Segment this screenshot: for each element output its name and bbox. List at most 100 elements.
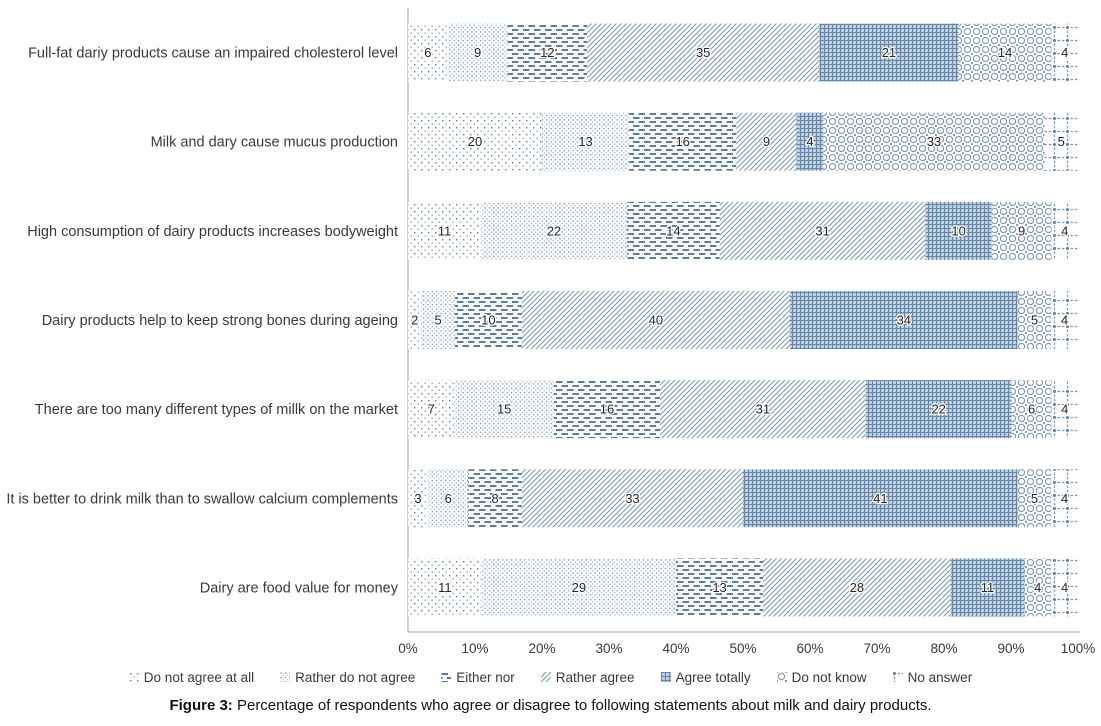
bar-value-label: 41	[873, 491, 887, 506]
x-axis-tick-label: 10%	[461, 641, 488, 656]
bar-segment	[1051, 201, 1078, 260]
legend-swatch-dashed-grid-icon	[892, 672, 903, 682]
bar-value-label: 4	[806, 134, 813, 149]
bar-segment	[676, 558, 764, 617]
legend-label: Agree totally	[675, 669, 751, 685]
figure-caption: Figure 3: Percentage of respondents who …	[0, 697, 1101, 714]
bar-value-label: 14	[998, 45, 1012, 60]
legend-swatch-sparse-dots-icon	[128, 672, 139, 682]
bar-value-label: 35	[696, 45, 710, 60]
bar-segment	[408, 291, 422, 349]
bar-value-label: 8	[491, 491, 498, 506]
x-axis-tick-label: 80%	[930, 641, 957, 656]
bar-segment	[480, 201, 627, 260]
bar-segment	[542, 112, 630, 171]
bar-segment	[553, 380, 661, 439]
bar-segment	[421, 291, 455, 349]
bar-value-label: 9	[1018, 223, 1025, 238]
bar-segment	[481, 558, 676, 617]
bar-value-label: 10	[481, 313, 495, 328]
caption-text: Percentage of respondents who agree or d…	[236, 697, 932, 714]
bar-segment	[1024, 558, 1052, 617]
bar-value-label: 4	[1061, 223, 1068, 238]
legend-swatch-fill	[280, 672, 291, 682]
x-axis-tick-label: 40%	[662, 641, 689, 656]
bar-segment	[950, 558, 1025, 617]
bar-segment	[763, 558, 951, 617]
bar-segment	[1051, 469, 1078, 528]
bar-segment	[626, 201, 720, 260]
bar-value-label: 5	[1031, 491, 1038, 506]
bar-value-label: 21	[882, 45, 896, 60]
bar-segment	[521, 291, 790, 349]
bar-value-label: 34	[897, 313, 911, 328]
legend-label: Rather agree	[555, 669, 635, 685]
legend-item: No answer	[892, 669, 973, 685]
bar-segment	[743, 469, 1018, 528]
category-label: There are too many different types of mi…	[35, 402, 398, 418]
bar-value-label: 16	[675, 134, 689, 149]
bar-segment	[468, 469, 522, 528]
bar-value-label: 12	[540, 45, 554, 60]
bar-segment	[789, 291, 1018, 349]
category-label: Milk and dary cause mucus production	[151, 135, 398, 151]
bar-segment	[796, 112, 824, 171]
bar-value-label: 4	[1061, 45, 1068, 60]
caption-label: Figure 3:	[169, 697, 233, 714]
bar-segment	[819, 23, 959, 82]
x-axis-tick-label: 100%	[1061, 641, 1096, 656]
x-axis-tick-label: 0%	[398, 641, 418, 656]
x-axis-tick-label: 60%	[796, 641, 823, 656]
bar-segment	[1044, 112, 1078, 171]
bar-segment	[408, 23, 448, 82]
bar-segment	[958, 23, 1052, 82]
bar-segment	[1017, 469, 1052, 528]
bar-value-label: 29	[572, 580, 586, 595]
bar-value-label: 6	[424, 45, 431, 60]
bar-segment	[587, 23, 820, 82]
bar-segment	[925, 201, 992, 260]
bar-segment	[629, 112, 737, 171]
bar-segment	[454, 380, 554, 439]
legend-swatch-fill	[441, 672, 452, 682]
bar-value-label: 15	[497, 402, 511, 417]
bar-value-label: 11	[438, 223, 452, 238]
bar-value-label: 11	[981, 580, 995, 595]
bar-value-label: 16	[600, 402, 614, 417]
bar-value-label: 5	[1031, 313, 1038, 328]
bar-segment	[1051, 380, 1078, 439]
legend-swatch-diagonal-lines-icon	[540, 672, 551, 682]
legend-swatch-fill	[892, 672, 903, 682]
bar-value-label: 33	[625, 491, 639, 506]
bar-value-label: 4	[1034, 580, 1041, 595]
bar-value-label: 20	[468, 134, 482, 149]
bar-segment	[865, 380, 1012, 439]
bar-value-label: 4	[1061, 402, 1068, 417]
bar-segment	[736, 112, 797, 171]
bar-segment	[1051, 23, 1078, 82]
legend-label: No answer	[907, 669, 973, 685]
bar-segment	[447, 23, 508, 82]
category-label: Full-fat dariy products cause an impaire…	[28, 46, 398, 62]
bar-segment	[408, 380, 455, 439]
bar-segment	[1051, 291, 1078, 349]
legend-item: Do not agree at all	[128, 670, 254, 685]
bar-value-label: 9	[763, 134, 770, 149]
bar-value-label: 5	[1058, 134, 1065, 149]
x-axis-tick-label: 50%	[729, 641, 756, 656]
legend-swatch-dense-weave-icon	[660, 672, 671, 682]
legend-item: Either nor	[441, 670, 515, 685]
bar-value-label: 14	[666, 223, 680, 238]
bars-layer: 6 9 12 35 21 14 420 13 16 9 4 33 511 22 14 31 10 9 42 5 10 40…	[408, 23, 1078, 617]
legend-label: Either nor	[456, 669, 515, 685]
bar-value-label: 6	[1028, 402, 1035, 417]
legend-swatch-fill	[660, 672, 671, 682]
bar-segment	[408, 112, 542, 171]
bar-value-label: 7	[428, 402, 435, 417]
bar-segment	[991, 201, 1052, 260]
bar-value-label: 13	[712, 580, 726, 595]
bar-value-label: 10	[951, 223, 965, 238]
bar-segment	[1017, 291, 1052, 349]
legend-swatch-circle-lattice-icon	[776, 672, 787, 682]
bar-value-label: 4	[1061, 313, 1068, 328]
